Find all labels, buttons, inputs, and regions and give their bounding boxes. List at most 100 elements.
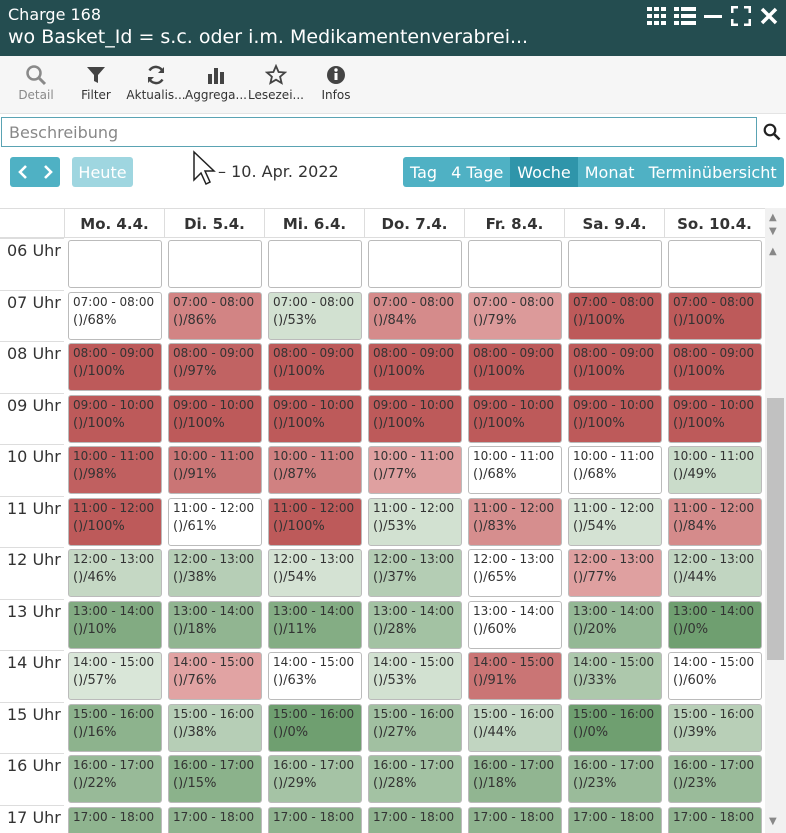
time-slot-cell[interactable]: 17:00 - 18:00 — [68, 806, 162, 833]
time-slot-cell[interactable]: 15:00 - 16:00 ()/38% — [168, 703, 262, 752]
time-slot-cell[interactable]: 08:00 - 09:00 ()/100% — [568, 343, 662, 391]
time-slot-cell[interactable]: 14:00 - 15:00 ()/57% — [68, 652, 162, 700]
time-slot-cell[interactable]: 08:00 - 09:00 ()/100% — [668, 343, 762, 391]
time-slot-cell[interactable]: 07:00 - 08:00 ()/86% — [168, 291, 262, 340]
time-slot-cell[interactable]: 07:00 - 08:00 ()/53% — [268, 291, 362, 340]
time-slot-cell[interactable]: 14:00 - 15:00 ()/76% — [168, 652, 262, 700]
time-slot-cell[interactable]: 07:00 - 08:00 ()/68% — [68, 291, 162, 340]
time-slot-cell[interactable] — [568, 240, 662, 288]
day-header-6[interactable]: So. 10.4. — [664, 209, 764, 238]
scrollbar-thumb[interactable] — [767, 398, 784, 660]
time-slot-cell[interactable]: 17:00 - 18:00 — [368, 806, 462, 833]
time-slot-cell[interactable]: 17:00 - 18:00 — [568, 806, 662, 833]
time-slot-cell[interactable]: 11:00 - 12:00 ()/84% — [668, 497, 762, 546]
time-slot-cell[interactable]: 09:00 - 10:00 ()/100% — [268, 394, 362, 443]
time-slot-cell[interactable]: 11:00 - 12:00 ()/83% — [468, 497, 562, 546]
maximize-icon[interactable] — [730, 6, 752, 26]
time-slot-cell[interactable]: 10:00 - 11:00 ()/68% — [468, 446, 562, 494]
time-slot-cell[interactable]: 13:00 - 14:00 ()/11% — [268, 600, 362, 649]
search-field[interactable] — [1, 117, 757, 147]
detail-button[interactable]: Detail — [4, 62, 68, 102]
time-slot-cell[interactable]: 12:00 - 13:00 ()/54% — [268, 549, 362, 597]
time-slot-cell[interactable] — [68, 240, 162, 288]
refresh-button[interactable]: Aktualis... — [124, 62, 188, 102]
search-button[interactable] — [758, 117, 786, 147]
time-slot-cell[interactable]: 07:00 - 08:00 ()/100% — [568, 291, 662, 340]
time-slot-cell[interactable]: 12:00 - 13:00 ()/46% — [68, 549, 162, 597]
time-slot-cell[interactable]: 08:00 - 09:00 ()/100% — [68, 343, 162, 391]
time-slot-cell[interactable]: 13:00 - 14:00 ()/18% — [168, 600, 262, 649]
time-slot-cell[interactable]: 10:00 - 11:00 ()/49% — [668, 446, 762, 494]
time-slot-cell[interactable]: 14:00 - 15:00 ()/63% — [268, 652, 362, 700]
time-slot-cell[interactable]: 16:00 - 17:00 ()/22% — [68, 755, 162, 803]
time-slot-cell[interactable]: 08:00 - 09:00 ()/97% — [168, 343, 262, 391]
tile-grid-icon[interactable] — [646, 6, 668, 26]
time-slot-cell[interactable]: 07:00 - 08:00 ()/79% — [468, 291, 562, 340]
time-slot-cell[interactable]: 12:00 - 13:00 ()/65% — [468, 549, 562, 597]
time-slot-cell[interactable]: 10:00 - 11:00 ()/98% — [68, 446, 162, 494]
time-slot-cell[interactable]: 07:00 - 08:00 ()/100% — [668, 291, 762, 340]
time-slot-cell[interactable]: 13:00 - 14:00 ()/10% — [68, 600, 162, 649]
time-slot-cell[interactable]: 14:00 - 15:00 ()/91% — [468, 652, 562, 700]
time-slot-cell[interactable] — [268, 240, 362, 288]
time-slot-cell[interactable]: 16:00 - 17:00 ()/15% — [168, 755, 262, 803]
info-button[interactable]: Infos — [304, 62, 368, 102]
view-tab-3[interactable]: Monat — [577, 157, 642, 187]
time-slot-cell[interactable]: 17:00 - 18:00 — [168, 806, 262, 833]
day-header-1[interactable]: Di. 5.4. — [164, 209, 264, 238]
time-slot-cell[interactable]: 07:00 - 08:00 ()/84% — [368, 291, 462, 340]
time-slot-cell[interactable]: 09:00 - 10:00 ()/100% — [568, 394, 662, 443]
view-tab-0[interactable]: Tag — [403, 157, 445, 187]
view-tab-1[interactable]: 4 Tage — [444, 157, 511, 187]
time-slot-cell[interactable]: 11:00 - 12:00 ()/100% — [68, 497, 162, 546]
time-slot-cell[interactable]: 16:00 - 17:00 ()/23% — [568, 755, 662, 803]
time-slot-cell[interactable]: 15:00 - 16:00 ()/39% — [668, 703, 762, 752]
today-button[interactable]: Heute — [72, 157, 133, 187]
view-tab-2[interactable]: Woche — [510, 157, 578, 187]
list-view-icon[interactable] — [674, 6, 696, 26]
scroll-down-icon[interactable]: ▼ — [769, 226, 777, 237]
day-header-0[interactable]: Mo. 4.4. — [64, 209, 164, 238]
filter-button[interactable]: Filter — [64, 62, 128, 102]
day-header-4[interactable]: Fr. 8.4. — [464, 209, 564, 238]
time-slot-cell[interactable]: 12:00 - 13:00 ()/77% — [568, 549, 662, 597]
time-slot-cell[interactable]: 12:00 - 13:00 ()/44% — [668, 549, 762, 597]
time-slot-cell[interactable]: 08:00 - 09:00 ()/100% — [468, 343, 562, 391]
bookmark-button[interactable]: Lesezei... — [244, 62, 308, 102]
time-slot-cell[interactable]: 15:00 - 16:00 ()/16% — [68, 703, 162, 752]
time-slot-cell[interactable]: 14:00 - 15:00 ()/53% — [368, 652, 462, 700]
time-slot-cell[interactable]: 11:00 - 12:00 ()/53% — [368, 497, 462, 546]
view-tab-4[interactable]: Terminübersicht — [641, 157, 784, 187]
day-header-5[interactable]: Sa. 9.4. — [564, 209, 664, 238]
time-slot-cell[interactable]: 09:00 - 10:00 ()/100% — [168, 394, 262, 443]
next-button[interactable] — [35, 157, 60, 187]
time-slot-cell[interactable]: 11:00 - 12:00 ()/100% — [268, 497, 362, 546]
scroll-down-icon[interactable]: ▼ — [769, 816, 777, 827]
time-slot-cell[interactable]: 16:00 - 17:00 ()/23% — [668, 755, 762, 803]
time-slot-cell[interactable]: 17:00 - 18:00 — [468, 806, 562, 833]
time-slot-cell[interactable]: 13:00 - 14:00 ()/28% — [368, 600, 462, 649]
day-header-2[interactable]: Mi. 6.4. — [264, 209, 364, 238]
time-slot-cell[interactable] — [368, 240, 462, 288]
time-slot-cell[interactable]: 16:00 - 17:00 ()/29% — [268, 755, 362, 803]
time-slot-cell[interactable]: 11:00 - 12:00 ()/61% — [168, 497, 262, 546]
time-slot-cell[interactable] — [468, 240, 562, 288]
scroll-up-icon[interactable]: ▲ — [769, 212, 777, 223]
time-slot-cell[interactable]: 16:00 - 17:00 ()/18% — [468, 755, 562, 803]
minimize-icon[interactable] — [702, 6, 724, 26]
time-slot-cell[interactable]: 10:00 - 11:00 ()/77% — [368, 446, 462, 494]
time-slot-cell[interactable]: 17:00 - 18:00 — [668, 806, 762, 833]
time-slot-cell[interactable]: 08:00 - 09:00 ()/100% — [368, 343, 462, 391]
time-slot-cell[interactable]: 12:00 - 13:00 ()/37% — [368, 549, 462, 597]
time-slot-cell[interactable] — [168, 240, 262, 288]
time-slot-cell[interactable]: 14:00 - 15:00 ()/33% — [568, 652, 662, 700]
time-slot-cell[interactable]: 09:00 - 10:00 ()/100% — [468, 394, 562, 443]
time-slot-cell[interactable]: 15:00 - 16:00 ()/0% — [568, 703, 662, 752]
time-slot-cell[interactable]: 11:00 - 12:00 ()/54% — [568, 497, 662, 546]
time-slot-cell[interactable]: 08:00 - 09:00 ()/100% — [268, 343, 362, 391]
time-slot-cell[interactable]: 17:00 - 18:00 — [268, 806, 362, 833]
time-slot-cell[interactable]: 10:00 - 11:00 ()/87% — [268, 446, 362, 494]
time-slot-cell[interactable]: 09:00 - 10:00 ()/100% — [68, 394, 162, 443]
time-slot-cell[interactable] — [668, 240, 762, 288]
day-header-3[interactable]: Do. 7.4. — [364, 209, 464, 238]
